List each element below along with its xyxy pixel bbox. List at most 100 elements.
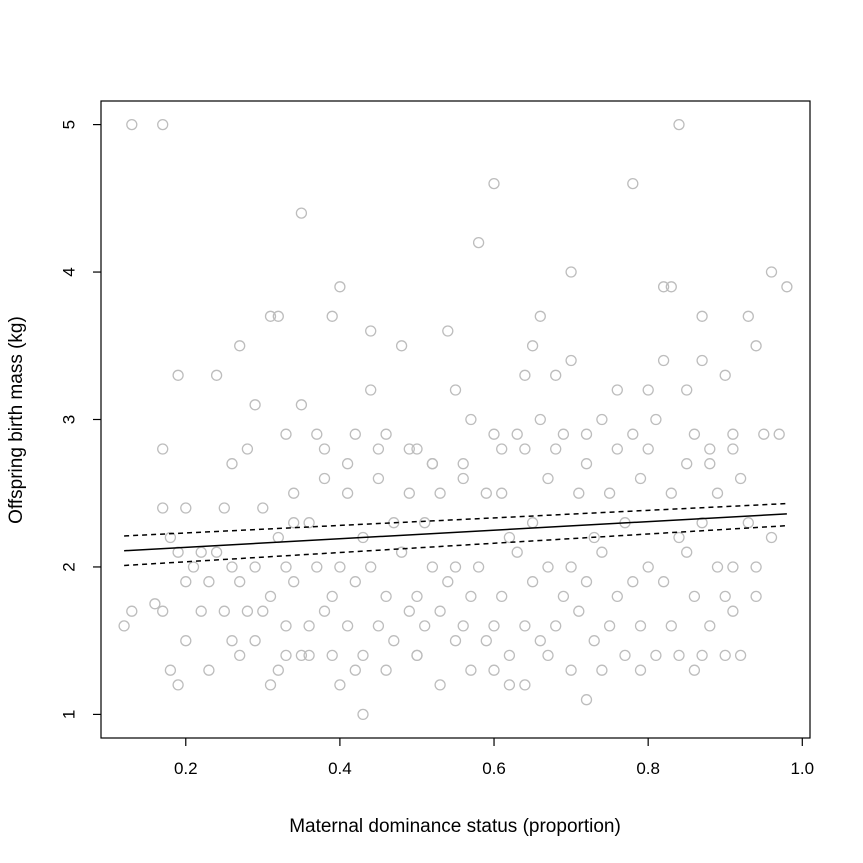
data-point (295, 399, 308, 411)
y-axis-title: Offspring birth mass (kg) (6, 316, 27, 524)
data-point (403, 487, 415, 499)
data-point (465, 664, 477, 676)
data-point (280, 620, 292, 632)
data-point (372, 472, 385, 485)
data-point (280, 428, 292, 440)
data-point (742, 310, 754, 322)
data-point (272, 664, 284, 676)
data-point (434, 605, 446, 617)
data-point (750, 340, 762, 352)
data-point (681, 384, 693, 396)
data-point (264, 590, 277, 603)
data-point (372, 443, 385, 455)
data-point (372, 620, 385, 632)
data-point (488, 664, 500, 676)
data-point (326, 310, 338, 322)
data-point (210, 546, 223, 558)
plot-frame (100, 100, 811, 739)
data-point (627, 576, 639, 588)
data-point (318, 443, 331, 455)
data-point (580, 576, 593, 588)
data-point (634, 620, 647, 632)
data-point (365, 561, 377, 573)
data-point (203, 576, 215, 588)
data-point (704, 458, 716, 470)
data-point (588, 635, 600, 647)
data-point (288, 517, 300, 529)
data-point (457, 458, 469, 470)
data-point (288, 487, 300, 499)
data-point (619, 649, 631, 662)
data-point (519, 679, 531, 691)
data-point (696, 354, 708, 367)
data-point (365, 325, 377, 337)
data-point (449, 635, 462, 647)
data-point (580, 694, 593, 706)
data-point (419, 620, 431, 632)
data-point (442, 325, 454, 337)
data-point (503, 531, 516, 544)
data-point (180, 502, 192, 514)
data-point (603, 487, 616, 499)
data-point (449, 561, 462, 573)
data-point (257, 605, 269, 617)
data-point (688, 428, 701, 440)
data-point (210, 369, 223, 381)
data-point (426, 458, 439, 470)
data-point (465, 590, 477, 603)
ci-lower-line (124, 524, 787, 567)
data-point (272, 310, 284, 322)
data-point (550, 443, 562, 455)
data-point (157, 502, 169, 514)
data-point (711, 561, 724, 573)
data-points (118, 118, 793, 721)
data-point (627, 177, 639, 190)
data-point (696, 517, 708, 529)
x-tick-label: 0.2 (174, 759, 198, 778)
data-point (526, 517, 539, 529)
data-point (488, 620, 500, 632)
data-point (650, 413, 662, 426)
data-point (673, 118, 685, 131)
data-point (673, 649, 685, 662)
data-point (496, 590, 508, 603)
data-point (126, 605, 138, 617)
data-point (411, 443, 423, 455)
data-point (218, 502, 230, 514)
data-point (711, 487, 724, 499)
data-point (357, 708, 369, 721)
data-point (634, 664, 647, 676)
data-point (195, 605, 207, 617)
data-point (157, 605, 169, 617)
data-point (472, 561, 485, 573)
data-point (403, 605, 415, 617)
data-point (519, 369, 531, 381)
y-tick-label: 4 (60, 267, 79, 276)
data-point (542, 649, 554, 662)
data-point (157, 443, 169, 455)
data-point (341, 620, 354, 632)
data-point (673, 531, 685, 544)
data-point (550, 369, 562, 381)
fit-line (124, 513, 787, 552)
data-point (727, 428, 739, 440)
data-point (496, 443, 508, 455)
data-point (311, 428, 323, 440)
data-point (519, 620, 531, 632)
data-point (157, 118, 169, 131)
ci-upper-line (124, 502, 787, 537)
data-point (411, 649, 423, 662)
data-point (311, 561, 323, 573)
data-point (388, 635, 400, 647)
data-point (257, 502, 269, 514)
data-point (611, 384, 623, 396)
data-point (534, 310, 546, 322)
data-point (727, 605, 739, 617)
data-point (295, 207, 308, 219)
data-point (719, 590, 731, 603)
data-point (303, 517, 315, 529)
data-point (688, 664, 701, 676)
data-point (118, 620, 130, 632)
data-point (642, 443, 654, 455)
